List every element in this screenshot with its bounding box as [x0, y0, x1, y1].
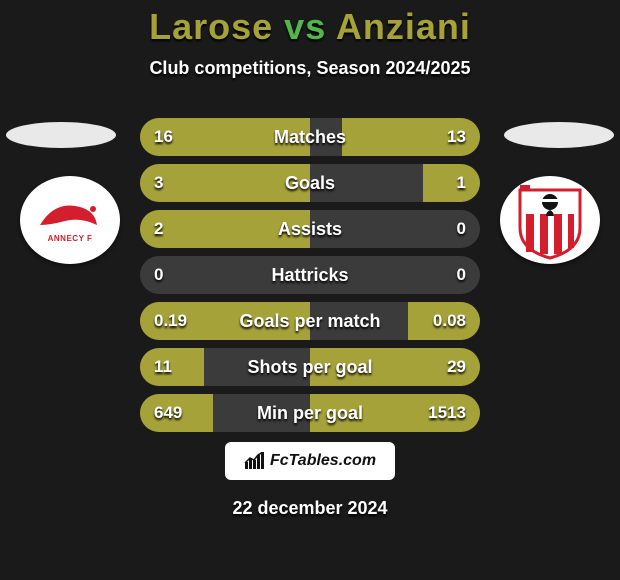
player-photo-left: [6, 122, 116, 148]
comparison-card: Larose vs Anziani Club competitions, Sea…: [0, 0, 620, 580]
stat-row: Hattricks00: [140, 256, 480, 294]
annecy-fc-logo: ANNECY F: [35, 195, 105, 245]
stat-bar-left: [140, 210, 310, 248]
stat-bar-left: [140, 348, 204, 386]
brand-bars-icon: [244, 452, 266, 470]
stats-column: Matches1613 Goals31 Assists20 Hattricks00 Go…: [140, 118, 480, 440]
club-badge-right: [500, 176, 600, 264]
brand-pill[interactable]: FcTables.com: [225, 442, 395, 480]
title-right-player: Anziani: [336, 6, 471, 47]
ac-ajaccio-logo: [510, 180, 590, 260]
date: 22 december 2024: [0, 498, 620, 519]
stat-bar-left: [140, 164, 310, 202]
stat-row-bg: [140, 256, 480, 294]
stat-row: Assists20: [140, 210, 480, 248]
stat-row: Shots per goal1129: [140, 348, 480, 386]
subtitle: Club competitions, Season 2024/2025: [0, 58, 620, 79]
page-title: Larose vs Anziani: [0, 0, 620, 48]
stat-row: Goals31: [140, 164, 480, 202]
stat-bar-right: [423, 164, 480, 202]
stat-bar-right: [342, 118, 480, 156]
stat-bar-left: [140, 118, 310, 156]
stat-row: Goals per match0.190.08: [140, 302, 480, 340]
stat-bar-right: [408, 302, 480, 340]
club-badge-left: ANNECY F: [20, 176, 120, 264]
stat-bar-left: [140, 302, 310, 340]
stat-bar-left: [140, 394, 213, 432]
annecy-label: ANNECY F: [35, 234, 105, 243]
brand-text: FcTables.com: [270, 452, 376, 470]
title-left-player: Larose: [149, 6, 273, 47]
title-vs: vs: [284, 6, 326, 47]
stat-row: Matches1613: [140, 118, 480, 156]
stat-row: Min per goal6491513: [140, 394, 480, 432]
player-photo-right: [504, 122, 614, 148]
stat-bar-right: [310, 394, 480, 432]
stat-bar-right: [310, 348, 480, 386]
